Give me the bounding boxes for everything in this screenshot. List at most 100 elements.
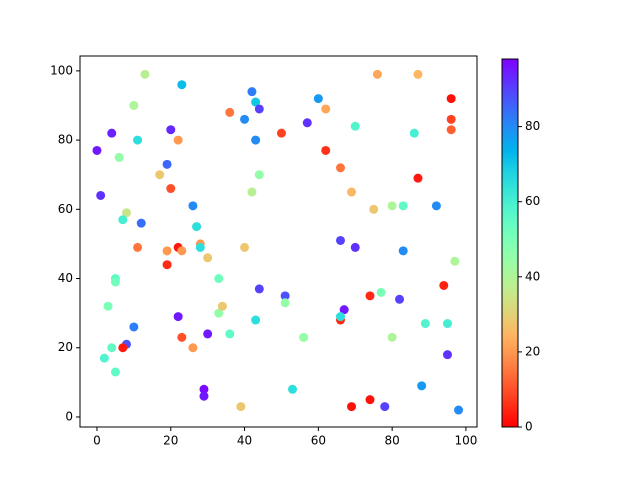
x-tick-label: 20: [163, 434, 178, 448]
y-tick-label: 20: [58, 340, 73, 354]
point: [442, 319, 452, 329]
x-tick-label: 60: [311, 434, 326, 448]
point: [121, 208, 131, 218]
point: [380, 402, 390, 412]
point: [214, 274, 224, 284]
point: [251, 315, 261, 325]
point: [247, 187, 257, 197]
point: [454, 405, 464, 415]
point: [177, 246, 187, 256]
point: [442, 350, 452, 360]
point: [335, 163, 345, 173]
point: [446, 94, 456, 104]
point: [350, 242, 360, 252]
point: [299, 332, 309, 342]
point: [369, 204, 379, 214]
point: [251, 97, 261, 107]
point: [365, 291, 375, 301]
colorbar-tick-label: 80: [525, 119, 540, 133]
y-tick-label: 80: [58, 133, 73, 147]
point: [133, 135, 143, 145]
point: [376, 287, 386, 297]
x-tick-label: 80: [384, 434, 399, 448]
colorbar-frame: [501, 58, 519, 428]
point: [446, 125, 456, 135]
point: [177, 332, 187, 342]
point: [247, 87, 257, 97]
point: [107, 128, 117, 138]
point: [155, 170, 165, 180]
point: [166, 125, 176, 135]
colorbar-tick-label: 60: [525, 194, 540, 208]
point: [347, 187, 357, 197]
point: [192, 222, 202, 232]
point: [398, 201, 408, 211]
point: [254, 170, 264, 180]
point: [321, 104, 331, 114]
point: [350, 121, 360, 131]
point: [129, 100, 139, 110]
point: [166, 184, 176, 194]
point: [398, 246, 408, 256]
point: [321, 145, 331, 155]
point: [413, 69, 423, 79]
point: [136, 218, 146, 228]
point: [347, 402, 357, 412]
point: [280, 291, 290, 301]
point: [446, 114, 456, 124]
point: [254, 104, 264, 114]
y-tick-label: 0: [65, 409, 73, 423]
point: [162, 159, 172, 169]
point: [107, 343, 117, 353]
point: [203, 329, 213, 339]
point: [372, 69, 382, 79]
point: [395, 294, 405, 304]
point: [110, 277, 120, 287]
y-tick-label: 40: [58, 271, 73, 285]
point: [276, 128, 286, 138]
point: [417, 381, 427, 391]
point: [339, 305, 349, 315]
y-tick-label: 60: [58, 202, 73, 216]
point: [162, 260, 172, 270]
point: [450, 256, 460, 266]
point: [195, 242, 205, 252]
x-tick-label: 100: [454, 434, 477, 448]
point: [162, 246, 172, 256]
point: [409, 128, 419, 138]
point: [118, 343, 128, 353]
colorbar: [502, 59, 518, 427]
point: [99, 353, 109, 363]
point: [420, 319, 430, 329]
point: [203, 253, 213, 263]
axes-frame: [79, 55, 478, 428]
point: [96, 190, 106, 200]
point: [439, 280, 449, 290]
point: [188, 201, 198, 211]
point: [173, 312, 183, 322]
point: [335, 312, 345, 322]
x-tick-label: 40: [237, 434, 252, 448]
point: [365, 395, 375, 405]
point: [129, 322, 139, 332]
point: [173, 135, 183, 145]
point: [387, 201, 397, 211]
point: [103, 301, 113, 311]
point: [240, 242, 250, 252]
point: [199, 384, 209, 394]
point: [431, 201, 441, 211]
colorbar-tick-label: 40: [525, 269, 540, 283]
y-tick-label: 100: [50, 63, 73, 77]
point: [413, 173, 423, 183]
point: [140, 69, 150, 79]
point: [302, 118, 312, 128]
colorbar-tick-label: 0: [525, 420, 533, 434]
point: [313, 94, 323, 104]
point: [387, 332, 397, 342]
colorbar-tick-label: 20: [525, 344, 540, 358]
point: [199, 391, 209, 401]
point: [118, 215, 128, 225]
point: [188, 343, 198, 353]
point: [110, 367, 120, 377]
point: [280, 298, 290, 308]
